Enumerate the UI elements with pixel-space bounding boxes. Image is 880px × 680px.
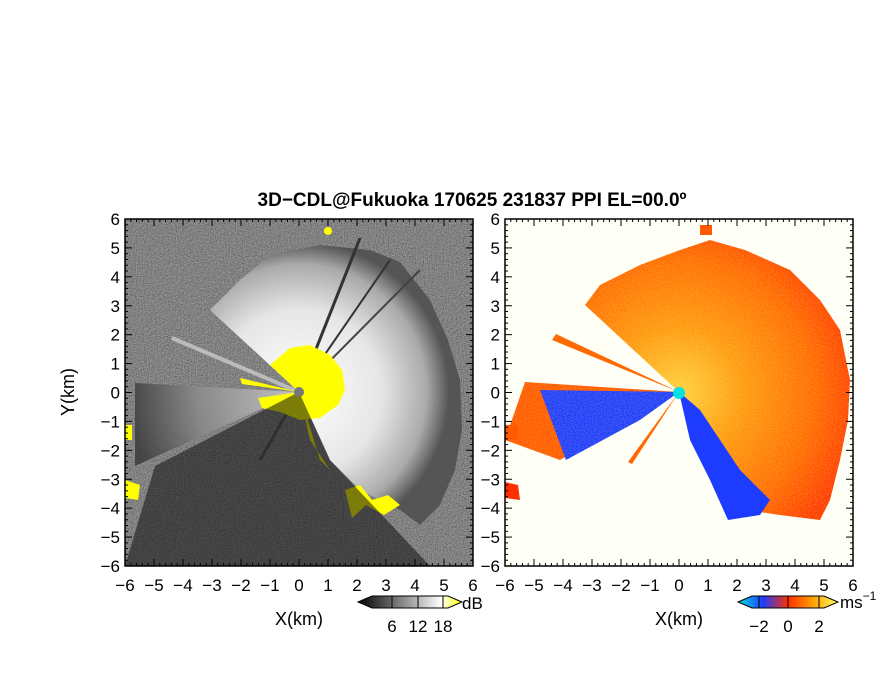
intensity-axes: −6 −5 −4 −3 −2 −1 0 1 2 3 4 5 6 6 5 4 3 2 1 0 −1 −2 −3 −4 −5 −6 (101, 210, 478, 595)
intensity-ylabel: Y(km) (58, 368, 78, 416)
velocity-colorbar-unit-exponent: −1 (863, 589, 877, 603)
intensity-colorbar-bar (356, 595, 464, 609)
velocity-y-tick-label: −3 (481, 470, 500, 489)
intensity-panel (125, 219, 473, 566)
intensity-colorbar-tick-label: 18 (434, 617, 453, 636)
intensity-y-tick-label: 0 (111, 384, 120, 403)
intensity-saturated-patch (125, 480, 140, 500)
velocity-outlier-patch (505, 425, 518, 440)
velocity-y-tick-label: 6 (491, 210, 500, 229)
velocity-y-tick-label: 1 (491, 355, 500, 374)
intensity-colorbar-unit: dB (462, 594, 483, 613)
velocity-south-negative (679, 392, 770, 520)
velocity-x-tick-label: −3 (582, 576, 601, 595)
intensity-x-tick-label: 1 (323, 576, 332, 595)
velocity-y-tick-label: 4 (491, 268, 500, 287)
intensity-saturated-region (258, 345, 345, 420)
velocity-radar-origin (673, 387, 685, 399)
velocity-outlier-patch (505, 482, 520, 500)
velocity-streak (552, 334, 679, 392)
intensity-saturated-patch (125, 425, 132, 440)
intensity-x-tick-label: −2 (231, 576, 250, 595)
intensity-radar-origin (294, 387, 304, 397)
velocity-panel (505, 219, 853, 566)
velocity-x-tick-label: 3 (761, 576, 770, 595)
intensity-x-tick-label: 6 (468, 576, 477, 595)
intensity-x-tick-label: −4 (173, 576, 192, 595)
velocity-y-tick-label: −5 (481, 528, 500, 547)
velocity-y-tick-label: −1 (481, 412, 500, 431)
intensity-west-sector (135, 383, 299, 466)
intensity-bright-ray (171, 336, 300, 394)
velocity-y-tick-label: 0 (491, 384, 500, 403)
velocity-xlabel: X(km) (655, 609, 703, 629)
velocity-x-tick-label: 5 (819, 576, 828, 595)
intensity-y-tick-label: −1 (101, 412, 120, 431)
intensity-x-tick-label: 5 (439, 576, 448, 595)
velocity-colorbar: −2 0 2 ms−1 (736, 589, 877, 636)
velocity-x-tick-label: 2 (732, 576, 741, 595)
velocity-x-tick-label: −4 (553, 576, 572, 595)
figure-title: 3D−CDL@Fukuoka 170625 231837 PPI EL=00.0… (258, 190, 687, 211)
velocity-y-tick-label: 2 (491, 326, 500, 345)
velocity-x-tick-label: −6 (495, 576, 514, 595)
intensity-colorbar: 6 12 18 dB (356, 594, 483, 636)
intensity-x-tick-label: 2 (352, 576, 361, 595)
intensity-blocked-sector (125, 392, 430, 566)
intensity-saturated-streak (240, 378, 299, 392)
velocity-axes: −6 −5 −4 −3 −2 −1 0 1 2 3 4 5 6 6 5 4 3 2 1 0 −1 −2 −3 −4 −5 −6 (481, 210, 858, 595)
intensity-y-tick-label: 3 (111, 297, 120, 316)
intensity-y-tick-label: 6 (111, 210, 120, 229)
intensity-xlabel: X(km) (275, 609, 323, 629)
intensity-y-tick-label: −2 (101, 441, 120, 460)
velocity-y-tick-label: −4 (481, 499, 500, 518)
intensity-colorbar-tick-label: 12 (409, 617, 428, 636)
velocity-x-tick-label: −2 (611, 576, 630, 595)
velocity-colorbar-tick-label: 2 (814, 617, 823, 636)
intensity-saturated-patch (324, 227, 332, 235)
intensity-x-tick-label: −5 (144, 576, 163, 595)
intensity-x-tick-label: −6 (115, 576, 134, 595)
velocity-x-tick-label: −1 (640, 576, 659, 595)
velocity-x-tick-label: 4 (790, 576, 799, 595)
velocity-y-tick-label: 5 (491, 239, 500, 258)
velocity-colorbar-tick-label: 0 (783, 617, 792, 636)
intensity-x-tick-label: 3 (381, 576, 390, 595)
intensity-x-tick-label: 4 (410, 576, 419, 595)
velocity-streak (628, 392, 679, 464)
velocity-x-tick-label: 1 (703, 576, 712, 595)
intensity-y-tick-label: 2 (111, 326, 120, 345)
velocity-y-tick-label: 3 (491, 297, 500, 316)
velocity-x-tick-label: 0 (674, 576, 683, 595)
velocity-x-tick-label: −5 (524, 576, 543, 595)
intensity-y-tick-label: 5 (111, 239, 120, 258)
velocity-x-tick-label: 6 (848, 576, 857, 595)
velocity-y-tick-label: −2 (481, 441, 500, 460)
intensity-y-tick-label: 4 (111, 268, 120, 287)
intensity-y-tick-label: −3 (101, 470, 120, 489)
intensity-y-tick-label: −4 (101, 499, 120, 518)
velocity-outlier-patch (700, 225, 712, 235)
velocity-colorbar-unit: ms−1 (840, 589, 877, 612)
intensity-x-tick-label: −1 (260, 576, 279, 595)
velocity-colorbar-tick-label: −2 (749, 617, 768, 636)
intensity-colorbar-tick-label: 6 (387, 617, 396, 636)
velocity-y-tick-label: −6 (481, 557, 500, 576)
intensity-y-tick-label: −6 (101, 557, 120, 576)
intensity-y-tick-label: 1 (111, 355, 120, 374)
intensity-x-tick-label: −3 (202, 576, 221, 595)
intensity-x-tick-label: 0 (294, 576, 303, 595)
intensity-y-tick-label: −5 (101, 528, 120, 547)
